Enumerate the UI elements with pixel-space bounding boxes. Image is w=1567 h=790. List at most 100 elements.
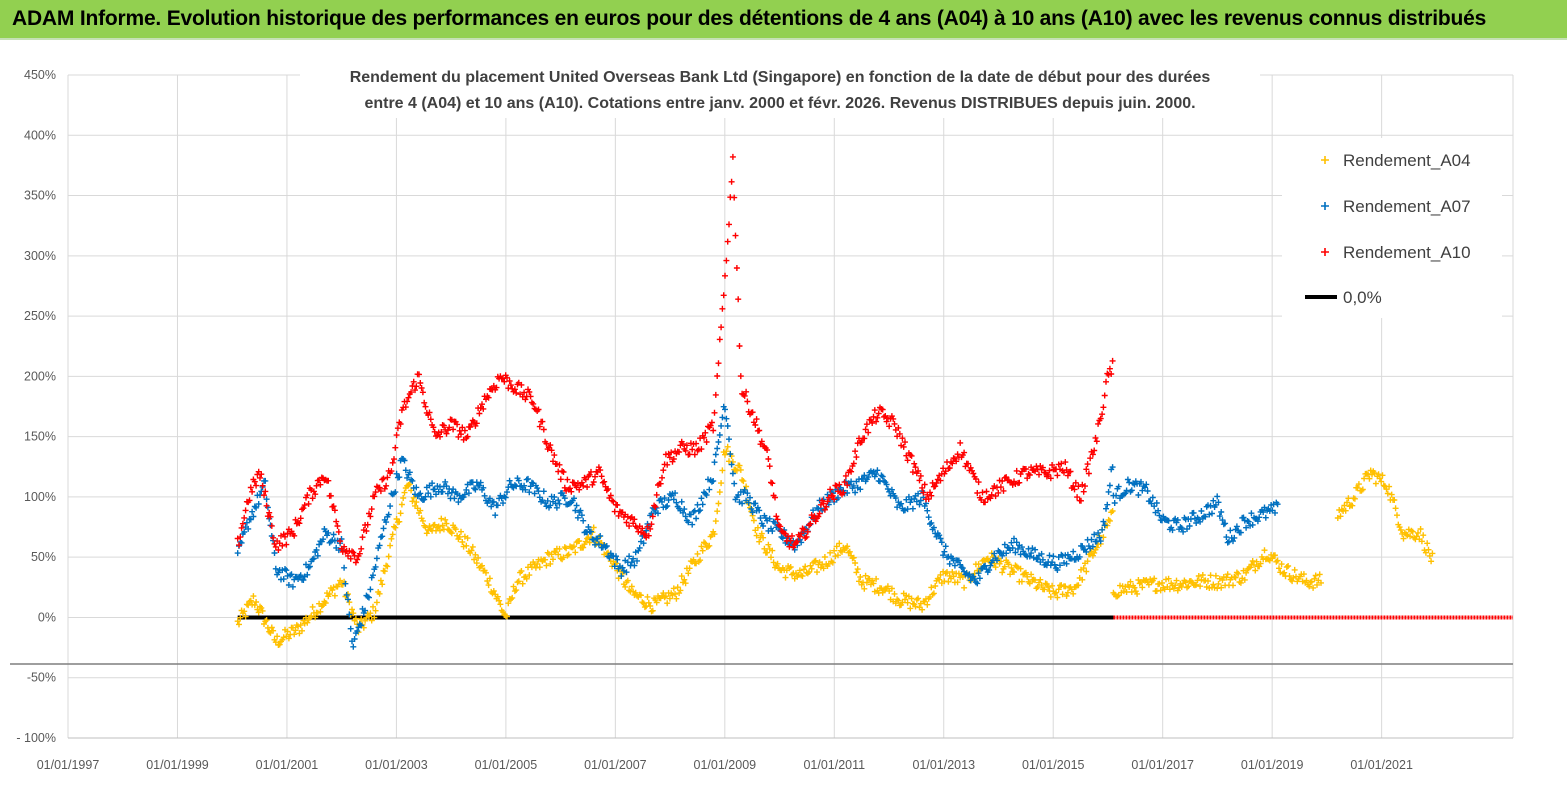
a07-point bbox=[1210, 497, 1217, 504]
a07-point bbox=[1149, 494, 1156, 501]
a04-point bbox=[490, 588, 497, 594]
a04-point bbox=[1237, 579, 1244, 586]
a04-point bbox=[468, 547, 475, 554]
a04-point bbox=[997, 558, 1004, 565]
a07-point bbox=[578, 512, 585, 519]
a04-point bbox=[1428, 558, 1435, 565]
a07-point bbox=[402, 467, 409, 474]
a10-point bbox=[653, 491, 660, 498]
a10-point bbox=[975, 479, 982, 486]
a07-point bbox=[597, 533, 604, 539]
a04-point bbox=[349, 606, 355, 613]
a10-point bbox=[724, 238, 731, 245]
a07-point bbox=[1083, 548, 1090, 555]
a04-point bbox=[337, 577, 344, 584]
a10-point bbox=[263, 502, 270, 509]
a04-point bbox=[1173, 577, 1180, 584]
a10-point bbox=[1101, 392, 1108, 399]
a10-point bbox=[1092, 434, 1099, 441]
a10-point bbox=[957, 439, 964, 446]
a04-point bbox=[376, 590, 383, 597]
a07-point bbox=[628, 559, 635, 566]
a07-point bbox=[461, 491, 468, 498]
a10-point bbox=[812, 518, 819, 525]
a04-point bbox=[1127, 578, 1134, 585]
a04-point bbox=[1376, 475, 1383, 482]
a10-point bbox=[732, 232, 739, 239]
a04-point bbox=[270, 627, 277, 634]
a10-point bbox=[623, 519, 630, 526]
a07-point bbox=[936, 532, 943, 539]
a10-point bbox=[461, 427, 468, 434]
a07-point bbox=[526, 489, 533, 496]
a07-point bbox=[1249, 521, 1256, 528]
a07-point bbox=[455, 499, 462, 506]
a10-point bbox=[582, 476, 589, 483]
a07-point bbox=[940, 552, 947, 559]
y-axis-ticks: - 100% -50% 0% 50% 100% 150% 200% 250% 300% 350% 4… bbox=[16, 68, 56, 745]
a10-point bbox=[1054, 472, 1061, 479]
a10-point bbox=[518, 381, 525, 388]
a10-point bbox=[556, 461, 563, 468]
a04-point bbox=[284, 628, 291, 635]
x-tick-label: 01/01/2005 bbox=[475, 758, 538, 772]
a04-point bbox=[1083, 568, 1090, 575]
a07-point bbox=[1240, 514, 1247, 521]
a04-point bbox=[1109, 508, 1116, 514]
a07-point bbox=[1202, 513, 1209, 520]
a04-point bbox=[392, 524, 399, 531]
a04-point bbox=[844, 543, 851, 550]
a07-point bbox=[401, 457, 408, 464]
a04-point bbox=[292, 627, 299, 634]
a04-point bbox=[401, 489, 408, 496]
a10-point bbox=[335, 528, 342, 535]
a10-point bbox=[798, 530, 805, 537]
a04-point bbox=[1193, 581, 1200, 588]
a10-point bbox=[283, 541, 290, 548]
a04-point bbox=[443, 520, 450, 527]
a04-point bbox=[274, 633, 281, 640]
a07-point bbox=[528, 479, 535, 486]
a04-point bbox=[718, 480, 725, 487]
a07-point bbox=[946, 560, 953, 567]
banner-title: ADAM Informe. Evolution historique des p… bbox=[12, 7, 1487, 30]
a07-point bbox=[861, 472, 868, 479]
a10-point bbox=[304, 492, 311, 499]
a07-point bbox=[494, 502, 501, 509]
a10-point bbox=[615, 512, 622, 519]
a10-point bbox=[852, 448, 859, 455]
a10-point bbox=[551, 452, 558, 459]
a07-point bbox=[383, 519, 390, 526]
legend: Rendement_A04 Rendement_A07 Rendement_A10 0… bbox=[1282, 138, 1502, 318]
a10-point bbox=[257, 474, 263, 481]
a04-point bbox=[572, 549, 579, 556]
a10-point bbox=[364, 521, 371, 528]
a04-point bbox=[384, 563, 391, 570]
a04-point bbox=[536, 564, 543, 571]
a10-point bbox=[279, 542, 286, 549]
a07-point bbox=[544, 497, 551, 504]
a10-point bbox=[816, 510, 823, 517]
a10-point bbox=[639, 525, 646, 532]
a04-point bbox=[1185, 583, 1192, 590]
a10-point bbox=[916, 477, 923, 484]
a04-point bbox=[907, 605, 914, 612]
a04-point bbox=[937, 571, 944, 578]
chart-area: - 100% -50% 0% 50% 100% 150% 200% 250% 300% 350% 4… bbox=[10, 60, 1514, 772]
a07-point bbox=[486, 495, 493, 502]
a07-point bbox=[442, 478, 449, 485]
legend-marker-rendement_a07 bbox=[1321, 202, 1329, 210]
a10-point bbox=[900, 443, 907, 450]
a04-point bbox=[769, 547, 776, 554]
a10-point bbox=[430, 424, 437, 431]
a10-point bbox=[359, 534, 366, 541]
a04-point bbox=[1212, 572, 1219, 579]
a10-point bbox=[601, 478, 608, 485]
a10-point bbox=[341, 543, 348, 550]
x-tick-label: 01/01/2017 bbox=[1131, 758, 1194, 772]
a04-point bbox=[902, 596, 908, 603]
a10-point bbox=[789, 532, 795, 539]
a10-point bbox=[689, 446, 696, 453]
a10-point bbox=[787, 537, 794, 544]
y-tick-label: 250% bbox=[24, 309, 56, 323]
